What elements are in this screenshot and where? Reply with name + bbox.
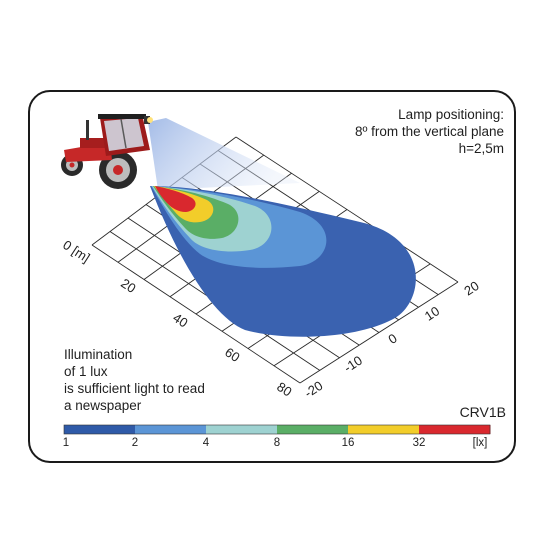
distance-tick-label: 60 (222, 344, 242, 364)
lamp-angle: 8º from the vertical plane (354, 124, 504, 139)
legend-swatch (64, 425, 136, 434)
legend-value: 32 (412, 437, 426, 449)
legend-swatch (206, 425, 278, 434)
legend-border (63, 424, 491, 435)
illumination-note: Illumination of 1 lux is sufficient ligh… (64, 346, 205, 414)
model-name: CRV1B (459, 404, 506, 420)
lateral-tick-label: 10 (422, 303, 442, 323)
legend-value: 16 (341, 437, 355, 449)
distance-tick-label: 40 (170, 310, 190, 330)
illumination-line-4: a newspaper (64, 398, 142, 413)
grid-line (91, 244, 301, 384)
lateral-tick-label: 20 (461, 278, 481, 298)
legend-value: 1 (62, 437, 70, 449)
lateral-tick-label: -10 (341, 353, 365, 376)
distance-tick-label: 20 (118, 275, 138, 295)
lamp-positioning-note: Lamp positioning: 8º from the vertical p… (355, 106, 504, 157)
zone-32-lux (155, 186, 196, 212)
lateral-tick-label: -20 (302, 378, 326, 401)
legend-swatch (348, 425, 420, 434)
legend-swatch (277, 425, 349, 434)
lamp-height: h=2,5m (458, 141, 504, 156)
illumination-line-3: is sufficient light to read (64, 381, 205, 396)
legend-bar (63, 424, 491, 435)
distance-tick-label: 80 (274, 379, 294, 399)
grid-line (235, 136, 459, 283)
lamp-positioning-title: Lamp positioning: (398, 107, 504, 122)
distance-tick-label: 0 [m] (60, 237, 92, 265)
legend-value: 2 (131, 437, 139, 449)
legend-swatch (419, 425, 491, 434)
legend-unit: [lx] (472, 437, 488, 449)
illumination-line-2: of 1 lux (64, 364, 108, 379)
illumination-zones (150, 186, 416, 337)
legend-swatch (135, 425, 207, 434)
illumination-line-1: Illumination (64, 347, 133, 362)
legend-value: 8 (273, 437, 281, 449)
lateral-tick-label: 0 (385, 330, 399, 347)
light-beam (148, 118, 300, 190)
legend-value: 4 (202, 437, 210, 449)
tractor-icon (61, 114, 153, 189)
